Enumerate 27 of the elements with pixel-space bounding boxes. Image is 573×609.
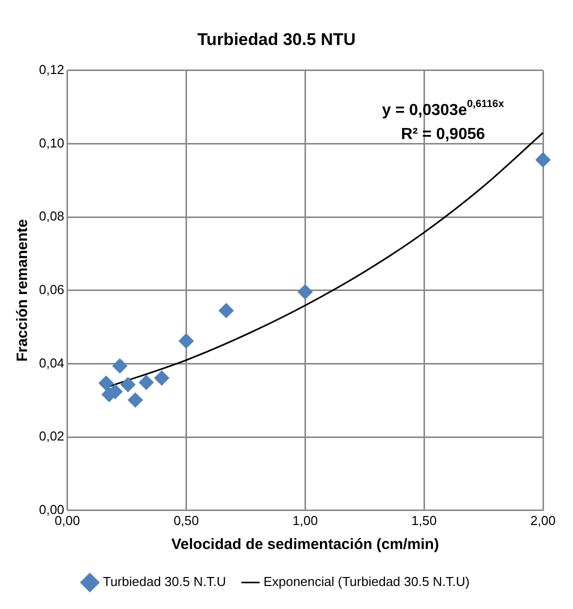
x-tick-label: 2,00 [530,512,556,528]
x-tick-label: 1,50 [411,512,437,528]
point [218,303,234,318]
y-tick-label: 0,04 [38,355,64,370]
annotation: R² = 0,9056 [400,126,486,143]
point [112,358,128,374]
x-tick-label: 1,00 [292,512,318,528]
point [138,374,154,390]
point [298,284,313,300]
point [98,376,114,391]
point [128,392,143,408]
y-tick-label: 0,12 [38,62,64,77]
x-tick-label: 0,50 [174,512,199,528]
chart-title: Turbiedad 30.5 NTU [197,30,356,49]
y-tick-label: 0,10 [38,135,64,150]
legend-label: Turbiedad 30.5 N.T.U [102,574,226,590]
y-tick-label: 0,02 [38,428,64,444]
point [154,370,170,386]
y-axis-title: Fracción remanente [14,219,32,362]
x-axis-title: Velocidad de sedimentación (cm/min) [171,536,439,554]
point [178,334,194,348]
point [120,377,136,392]
y-tick-label: 0,08 [38,208,64,224]
y-tick-label: 0,06 [38,282,64,297]
point [536,152,550,168]
legend-label: Exponencial (Turbiedad 30.5 N.T.U) [263,574,470,590]
y-tick-label: 0,00 [38,502,64,517]
